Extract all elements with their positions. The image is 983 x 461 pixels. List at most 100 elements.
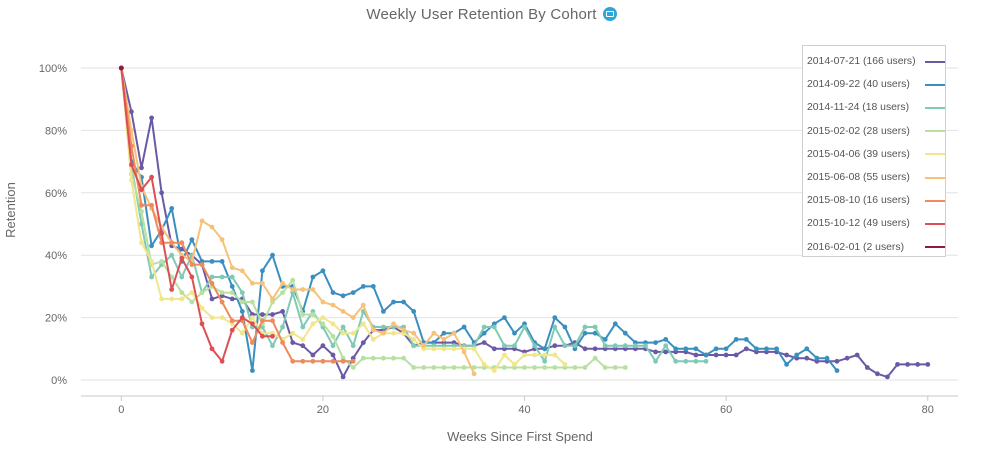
data-point[interactable] (481, 324, 487, 330)
data-point[interactable] (582, 365, 588, 370)
data-point[interactable] (300, 312, 306, 317)
data-point[interactable] (219, 315, 225, 320)
data-point[interactable] (391, 321, 396, 327)
data-point[interactable] (552, 352, 558, 358)
data-point[interactable] (149, 274, 155, 280)
data-point[interactable] (330, 290, 336, 295)
data-point[interactable] (159, 259, 165, 264)
data-point[interactable] (139, 240, 144, 246)
data-point[interactable] (350, 343, 356, 349)
data-point[interactable] (239, 330, 245, 336)
data-point[interactable] (804, 346, 810, 352)
data-point[interactable] (290, 277, 296, 283)
data-point[interactable] (209, 346, 215, 352)
data-point[interactable] (441, 330, 447, 336)
data-point[interactable] (250, 299, 255, 305)
data-point[interactable] (250, 340, 255, 345)
data-point[interactable] (572, 343, 578, 349)
data-point[interactable] (139, 209, 144, 214)
data-point[interactable] (239, 268, 245, 274)
data-point[interactable] (320, 268, 326, 274)
data-point[interactable] (441, 346, 447, 352)
data-point[interactable] (653, 340, 658, 345)
data-point[interactable] (542, 365, 548, 370)
data-point[interactable] (895, 362, 900, 367)
data-point[interactable] (491, 324, 497, 330)
data-point[interactable] (199, 218, 205, 224)
data-point[interactable] (350, 365, 356, 370)
data-point[interactable] (179, 255, 185, 261)
data-point[interactable] (239, 315, 245, 320)
data-point[interactable] (391, 299, 396, 305)
data-point[interactable] (330, 358, 336, 364)
data-point[interactable] (451, 365, 457, 370)
data-point[interactable] (582, 330, 588, 336)
data-point[interactable] (592, 346, 598, 352)
data-point[interactable] (431, 365, 437, 370)
data-point[interactable] (179, 296, 185, 302)
comment-icon[interactable] (602, 7, 617, 21)
data-point[interactable] (824, 355, 830, 361)
data-point[interactable] (250, 321, 255, 327)
data-point[interactable] (229, 274, 235, 280)
data-point[interactable] (411, 309, 417, 314)
data-point[interactable] (491, 346, 497, 352)
data-point[interactable] (360, 355, 366, 361)
data-point[interactable] (592, 355, 598, 361)
data-point[interactable] (552, 315, 558, 320)
data-point[interactable] (270, 296, 275, 302)
data-point[interactable] (854, 352, 860, 358)
data-point[interactable] (703, 352, 709, 358)
data-point[interactable] (129, 162, 134, 168)
data-point[interactable] (360, 284, 366, 289)
data-point[interactable] (612, 343, 618, 349)
data-point[interactable] (602, 343, 608, 349)
data-point[interactable] (612, 365, 618, 370)
data-point[interactable] (310, 312, 316, 317)
data-point[interactable] (139, 165, 144, 171)
data-point[interactable] (391, 355, 396, 361)
data-point[interactable] (602, 337, 608, 342)
data-point[interactable] (592, 324, 598, 330)
data-point[interactable] (260, 268, 265, 274)
data-point[interactable] (139, 202, 144, 208)
data-point[interactable] (381, 309, 386, 314)
data-point[interactable] (340, 358, 346, 364)
data-point[interactable] (159, 190, 165, 196)
data-point[interactable] (643, 343, 648, 349)
legend-item[interactable]: 2015-04-06 (39 users) (803, 143, 945, 166)
series-line[interactable] (120, 67, 626, 369)
data-point[interactable] (159, 296, 165, 302)
data-point[interactable] (209, 274, 215, 280)
data-point[interactable] (169, 296, 175, 302)
data-point[interactable] (270, 318, 275, 324)
data-point[interactable] (663, 349, 669, 355)
data-point[interactable] (250, 368, 255, 373)
data-point[interactable] (471, 346, 477, 352)
data-point[interactable] (542, 358, 548, 364)
data-point[interactable] (461, 324, 467, 330)
data-point[interactable] (350, 358, 356, 364)
series-9[interactable] (118, 65, 124, 71)
legend-item[interactable]: 2014-11-24 (18 users) (803, 96, 945, 119)
data-point[interactable] (582, 324, 588, 330)
data-point[interactable] (512, 362, 517, 367)
data-point[interactable] (199, 290, 205, 295)
data-point[interactable] (219, 358, 225, 364)
data-point[interactable] (229, 284, 235, 289)
data-point[interactable] (159, 231, 165, 236)
data-point[interactable] (300, 287, 306, 292)
data-point[interactable] (350, 315, 356, 320)
data-point[interactable] (310, 274, 316, 280)
data-point[interactable] (875, 371, 880, 377)
data-point[interactable] (502, 352, 507, 358)
data-point[interactable] (300, 343, 306, 349)
data-point[interactable] (280, 324, 285, 330)
data-point[interactable] (713, 352, 719, 358)
data-point[interactable] (592, 330, 598, 336)
data-point[interactable] (340, 293, 346, 299)
series-line[interactable] (120, 67, 273, 363)
data-point[interactable] (280, 290, 285, 295)
data-point[interactable] (340, 309, 346, 314)
data-point[interactable] (532, 352, 537, 358)
